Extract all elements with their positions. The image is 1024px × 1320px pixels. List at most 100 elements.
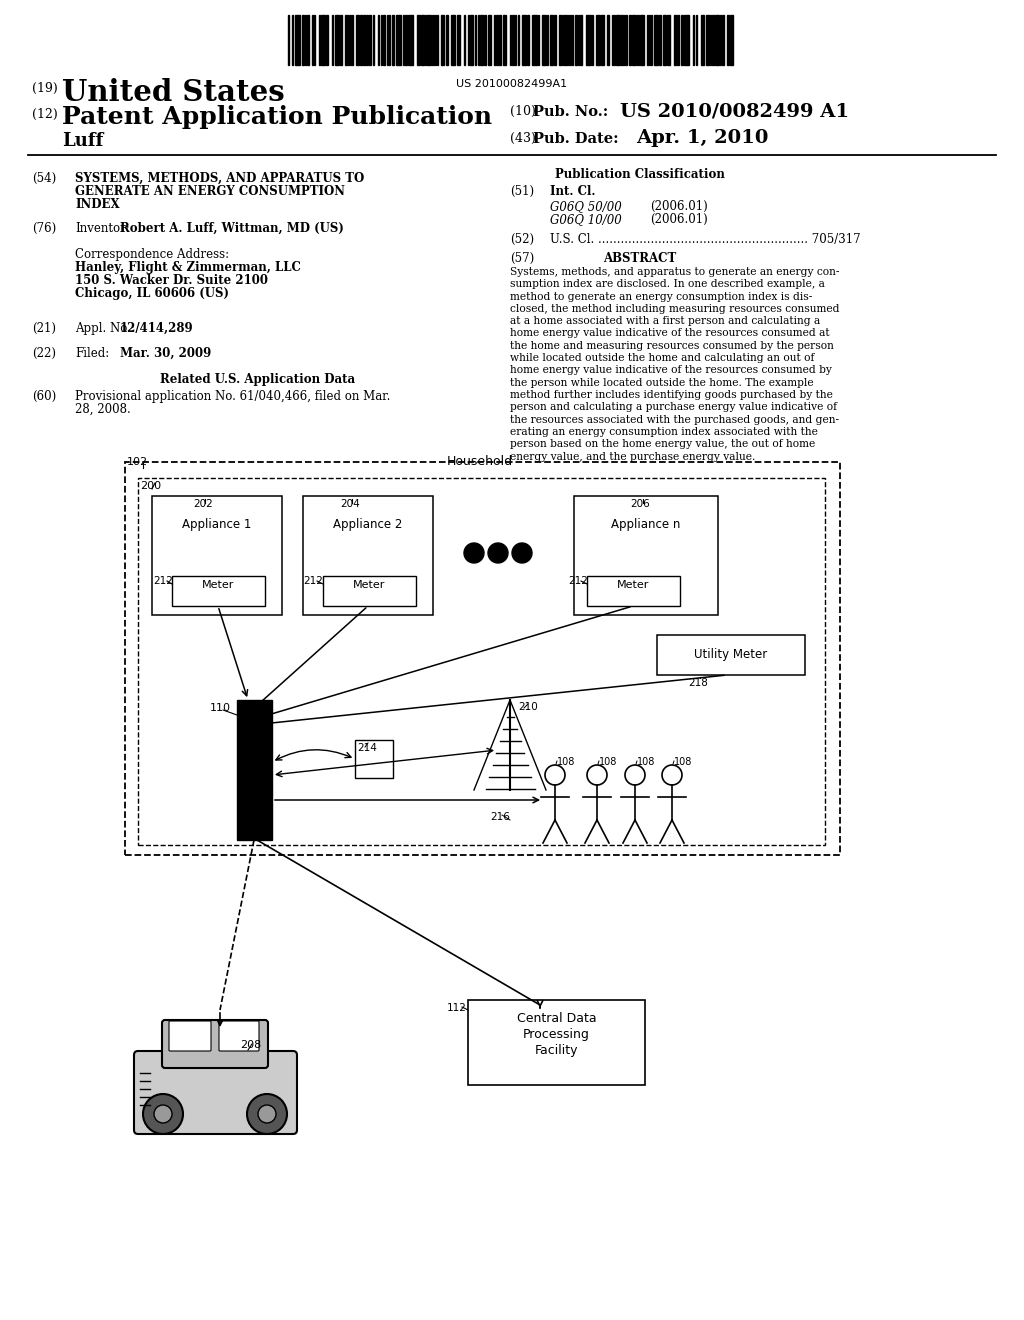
Bar: [345, 15, 347, 65]
Bar: [621, 15, 623, 65]
Bar: [632, 15, 635, 65]
Text: Appl. No.:: Appl. No.:: [75, 322, 135, 335]
Bar: [586, 15, 591, 65]
Bar: [587, 576, 680, 606]
Bar: [629, 15, 631, 65]
Text: Mar. 30, 2009: Mar. 30, 2009: [120, 347, 211, 360]
Text: US 20100082499A1: US 20100082499A1: [457, 79, 567, 88]
FancyBboxPatch shape: [134, 1051, 297, 1134]
Text: 110: 110: [210, 704, 231, 713]
Text: United States: United States: [62, 78, 285, 107]
Bar: [580, 15, 582, 65]
FancyBboxPatch shape: [219, 1020, 259, 1051]
Text: Processing: Processing: [523, 1028, 590, 1041]
Bar: [470, 15, 473, 65]
Text: person based on the home energy value, the out of home: person based on the home energy value, t…: [510, 440, 815, 449]
Text: (12): (12): [32, 108, 57, 121]
Bar: [503, 15, 506, 65]
Bar: [360, 15, 362, 65]
Bar: [237, 700, 272, 840]
Bar: [706, 15, 709, 65]
FancyArrowPatch shape: [275, 750, 351, 760]
Bar: [356, 15, 359, 65]
Text: at a home associated with a first person and calculating a: at a home associated with a first person…: [510, 317, 820, 326]
Text: (54): (54): [32, 172, 56, 185]
Bar: [427, 15, 430, 65]
Bar: [383, 15, 385, 65]
Text: 208: 208: [240, 1040, 261, 1049]
Text: Appliance 2: Appliance 2: [334, 517, 402, 531]
Bar: [451, 15, 455, 65]
Text: G06Q 10/00: G06Q 10/00: [550, 213, 622, 226]
Bar: [715, 15, 719, 65]
Text: Meter: Meter: [353, 579, 386, 590]
Bar: [488, 15, 490, 65]
Bar: [496, 15, 498, 65]
Bar: [659, 15, 662, 65]
Text: U.S. Cl. ........................................................ 705/317: U.S. Cl. ...............................…: [550, 234, 860, 246]
Text: (2006.01): (2006.01): [650, 213, 708, 226]
Text: Provisional application No. 61/040,466, filed on Mar.: Provisional application No. 61/040,466, …: [75, 389, 390, 403]
Bar: [532, 15, 537, 65]
Text: method further includes identifying goods purchased by the: method further includes identifying good…: [510, 389, 833, 400]
Bar: [303, 496, 433, 615]
Text: 202: 202: [193, 499, 213, 510]
Text: 218: 218: [688, 678, 708, 688]
Bar: [681, 15, 683, 65]
Text: (10): (10): [510, 106, 536, 117]
Text: Chicago, IL 60606 (US): Chicago, IL 60606 (US): [75, 286, 229, 300]
Text: G06Q 50/00: G06Q 50/00: [550, 201, 622, 213]
Bar: [457, 15, 460, 65]
Text: 212: 212: [303, 576, 323, 586]
Circle shape: [488, 543, 508, 564]
Bar: [307, 15, 309, 65]
Bar: [607, 15, 609, 65]
Text: 206: 206: [630, 499, 650, 510]
Text: Facility: Facility: [535, 1044, 579, 1057]
Text: Correspondence Address:: Correspondence Address:: [75, 248, 229, 261]
Circle shape: [154, 1105, 172, 1123]
Text: Inventor:: Inventor:: [75, 222, 130, 235]
Text: while located outside the home and calculating an out of: while located outside the home and calcu…: [510, 354, 814, 363]
Bar: [366, 15, 368, 65]
Text: the person while located outside the home. The example: the person while located outside the hom…: [510, 378, 814, 388]
Bar: [674, 15, 676, 65]
Bar: [722, 15, 724, 65]
Text: the resources associated with the purchased goods, and gen-: the resources associated with the purcha…: [510, 414, 839, 425]
Bar: [677, 15, 679, 65]
Text: Meter: Meter: [617, 579, 649, 590]
Bar: [701, 15, 705, 65]
Text: 102: 102: [127, 457, 148, 467]
Bar: [152, 496, 282, 615]
Bar: [654, 15, 658, 65]
FancyBboxPatch shape: [169, 1020, 211, 1051]
Bar: [564, 15, 567, 65]
Circle shape: [258, 1105, 276, 1123]
Text: Patent Application Publication: Patent Application Publication: [62, 106, 493, 129]
Text: Robert A. Luff, Wittman, MD (US): Robert A. Luff, Wittman, MD (US): [120, 222, 344, 235]
Bar: [302, 15, 304, 65]
Bar: [323, 576, 416, 606]
Text: closed, the method including measuring resources consumed: closed, the method including measuring r…: [510, 304, 840, 314]
Text: 108: 108: [674, 756, 692, 767]
Text: sumption index are disclosed. In one described example, a: sumption index are disclosed. In one des…: [510, 280, 825, 289]
Bar: [446, 15, 449, 65]
Text: Pub. Date:: Pub. Date:: [534, 132, 618, 147]
Text: Pub. No.:: Pub. No.:: [534, 106, 608, 119]
Text: US 2010/0082499 A1: US 2010/0082499 A1: [620, 102, 849, 120]
Text: (19): (19): [32, 82, 57, 95]
Circle shape: [143, 1094, 183, 1134]
Text: (43): (43): [510, 132, 536, 145]
Bar: [396, 15, 401, 65]
Bar: [727, 15, 729, 65]
Text: (51): (51): [510, 185, 535, 198]
Text: Filed:: Filed:: [75, 347, 110, 360]
Text: SYSTEMS, METHODS, AND APPARATUS TO: SYSTEMS, METHODS, AND APPARATUS TO: [75, 172, 365, 185]
Bar: [684, 15, 689, 65]
Text: Systems, methods, and apparatus to generate an energy con-: Systems, methods, and apparatus to gener…: [510, 267, 840, 277]
Text: (60): (60): [32, 389, 56, 403]
Bar: [550, 15, 553, 65]
Text: home energy value indicative of the resources consumed by: home energy value indicative of the reso…: [510, 366, 831, 375]
Text: Central Data: Central Data: [517, 1012, 596, 1026]
Text: 12/414,289: 12/414,289: [120, 322, 194, 335]
